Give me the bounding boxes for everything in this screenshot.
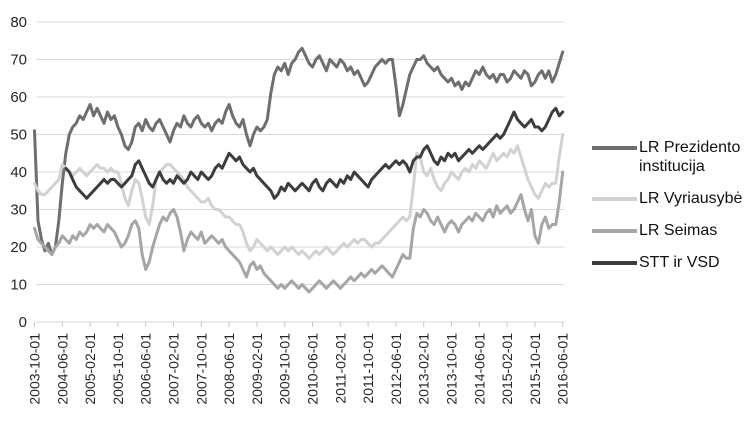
legend-label: LR Vyriausybė — [639, 190, 743, 207]
x-axis-tick-label: 2005-10-01 — [110, 333, 126, 405]
y-axis-tick-label: 50 — [10, 127, 27, 144]
x-axis-tick-label: 2005-02-01 — [82, 333, 98, 405]
legend-item-stt-ir-vsd: STT ir VSD — [592, 253, 750, 272]
x-axis-tick-label: 2015-02-01 — [499, 333, 515, 405]
series-line — [33, 133, 565, 260]
legend-line-swatch — [592, 197, 637, 201]
x-axis-tick-label: 2013-10-01 — [444, 333, 460, 405]
x-axis-tick-label: 2007-10-01 — [193, 333, 209, 405]
y-axis-tick-label: 60 — [10, 89, 27, 106]
y-axis-tick-label: 70 — [10, 52, 27, 69]
series-line — [64, 106, 565, 200]
x-axis-tick-label: 2009-02-01 — [249, 333, 265, 405]
x-axis-tick-label: 2013-02-01 — [416, 333, 432, 405]
legend-label: LR Seimas — [639, 222, 718, 239]
x-axis-tick-label: 2011-02-01 — [332, 333, 348, 404]
legend-item-lr-prezidento-institucija: LR Prezidento institucija — [592, 138, 750, 176]
legend-label: LR Prezidento institucija — [639, 139, 741, 175]
x-axis-tick-label: 2015-10-01 — [527, 333, 543, 405]
x-axis-tick-label: 2012-06-01 — [388, 333, 404, 405]
y-axis-tick-label: 40 — [10, 164, 27, 181]
y-axis-tick-label: 20 — [10, 239, 27, 256]
y-axis-tick-label: 10 — [10, 277, 27, 294]
series-line — [33, 46, 565, 256]
x-axis-tick-label: 2016-06-01 — [555, 333, 571, 405]
chart-legend: LR Prezidento institucija LR Vyriausybė … — [592, 138, 750, 272]
y-axis-tick-label: 0 — [19, 314, 27, 331]
legend-line-swatch — [592, 146, 637, 150]
legend-label: STT ir VSD — [639, 254, 720, 271]
x-axis-tick-label: 2011-10-01 — [360, 333, 376, 404]
x-axis-tick-label: 2008-06-01 — [221, 333, 237, 405]
legend-item-lr-seimas: LR Seimas — [592, 221, 750, 240]
series-line — [33, 170, 565, 294]
x-axis-tick-label: 2006-06-01 — [138, 333, 154, 405]
x-axis-tick-label: 2004-06-01 — [54, 333, 70, 405]
y-axis-tick-label: 30 — [10, 202, 27, 219]
legend-line-swatch — [592, 261, 637, 265]
x-axis-tick-label: 2007-02-01 — [166, 333, 182, 405]
x-axis-tick-label: 2003-10-01 — [27, 333, 43, 405]
legend-line-swatch — [592, 229, 637, 233]
x-axis-tick-label: 2009-10-01 — [277, 333, 293, 405]
legend-item-lr-vyriausybe: LR Vyriausybė — [592, 189, 750, 208]
y-axis-tick-label: 80 — [10, 14, 27, 31]
x-axis-tick-label: 2014-06-01 — [471, 333, 487, 405]
x-axis-tick-label: 2010-06-01 — [305, 333, 321, 405]
